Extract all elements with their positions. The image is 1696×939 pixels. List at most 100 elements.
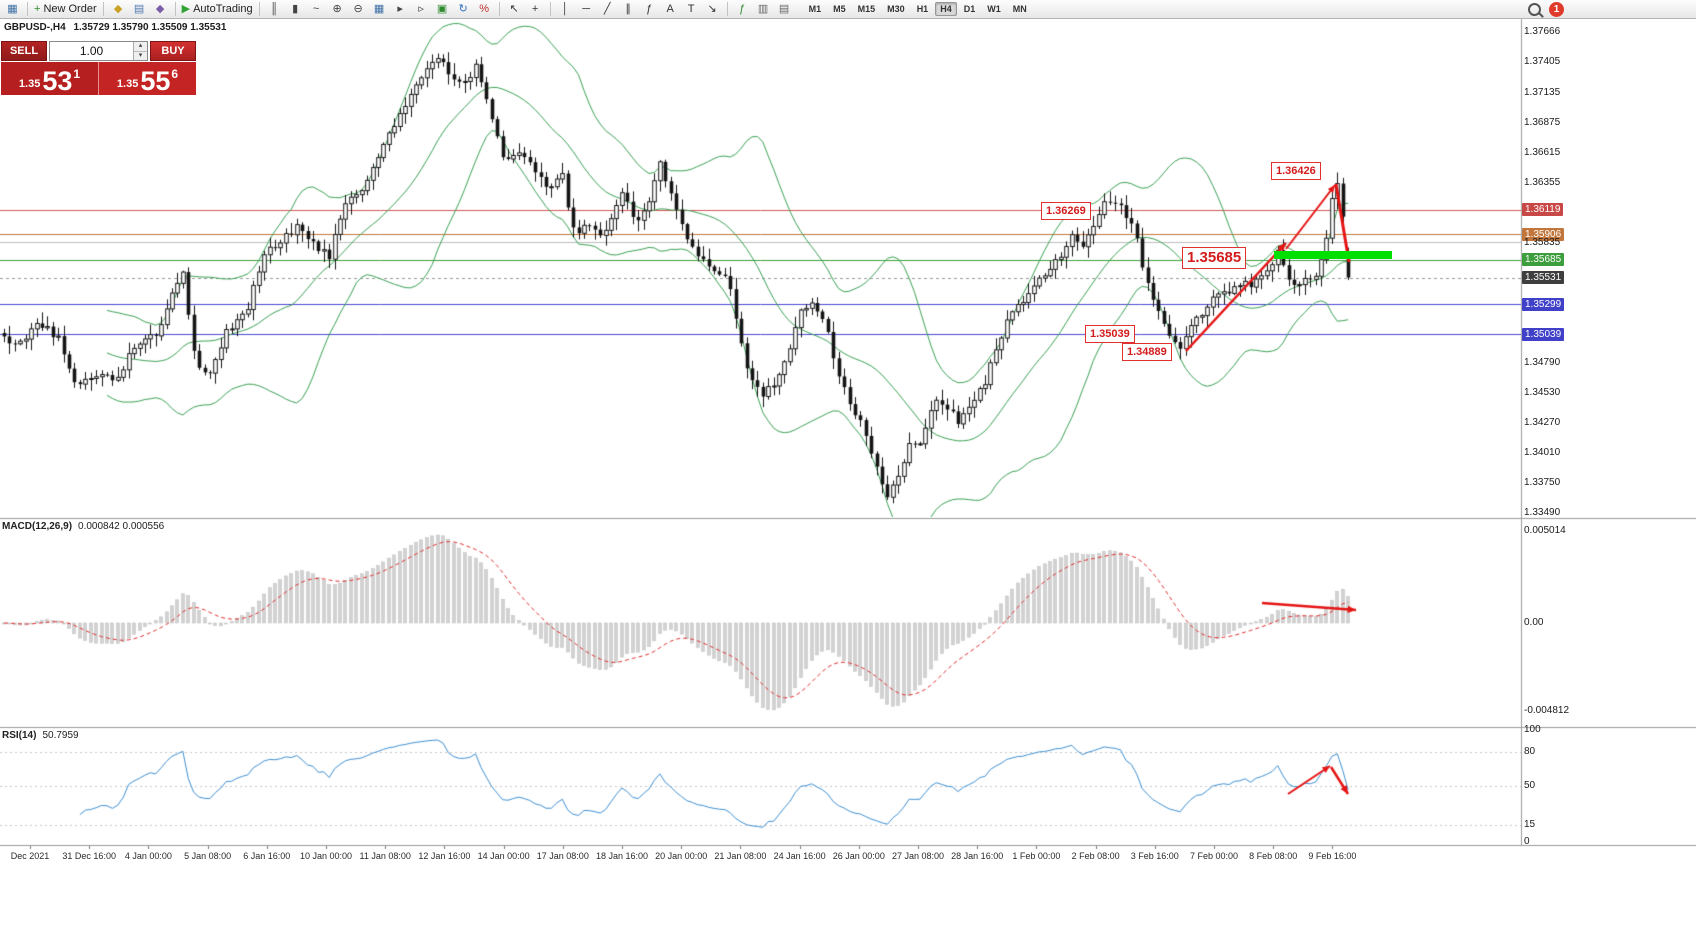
price-tick-label: 1.34530 — [1524, 387, 1561, 399]
price-tick-label: 1.36355 — [1524, 176, 1561, 188]
zoom-out-icon[interactable]: ⊖ — [349, 1, 368, 18]
volume-spinner: ▴ ▾ — [133, 42, 147, 60]
sell-price[interactable]: 1.35 53 1 — [1, 62, 99, 95]
time-axis-label: 27 Jan 08:00 — [891, 851, 945, 861]
time-axis-label: 1 Feb 00:00 — [1012, 851, 1061, 861]
price-annotation[interactable]: 1.34889 — [1122, 343, 1172, 361]
volume-field[interactable]: 1.00 ▴ ▾ — [49, 41, 148, 61]
line-chart-icon[interactable]: ~ — [307, 1, 326, 18]
timeframe-h1[interactable]: H1 — [916, 4, 929, 14]
arrows-tool-icon[interactable]: ↘ — [703, 1, 722, 18]
timeframe-h4[interactable]: H4 — [935, 2, 957, 16]
indicators-icon[interactable]: ƒ — [733, 1, 752, 18]
trendline-icon[interactable]: ╱ — [598, 1, 617, 18]
toolbar-separator — [258, 2, 260, 16]
text-icon[interactable]: A — [661, 1, 680, 18]
buy-price-point: 6 — [171, 67, 179, 81]
order-prices-row: 1.35 53 1 1.35 55 6 — [1, 62, 196, 95]
tile-windows-icon-glyph: ▦ — [373, 2, 385, 15]
channel-icon-glyph: ∥ — [625, 2, 631, 15]
autotrading-button[interactable]: ▶ AutoTrading — [181, 1, 254, 18]
timeframe-d1[interactable]: D1 — [963, 4, 976, 14]
price-annotation[interactable]: 1.36269 — [1041, 202, 1091, 220]
line-chart-icon-glyph: ~ — [312, 2, 320, 15]
crosshair-icon[interactable]: + — [526, 1, 545, 18]
rsi-axis-label: 0 — [1524, 836, 1530, 847]
highlight-rectangle[interactable] — [1274, 251, 1392, 259]
navigator-icon-glyph: ◆ — [155, 2, 165, 15]
bar-chart-icon-glyph: ║ — [270, 2, 279, 15]
one-click-trading-panel: SELL 1.00 ▴ ▾ BUY 1.35 53 1 1.35 55 6 — [1, 41, 196, 95]
text-label-icon[interactable]: T — [682, 1, 701, 18]
candlestick-chart-icon[interactable]: ▮ — [286, 1, 305, 18]
toolbar-separator — [174, 2, 176, 16]
sell-button[interactable]: SELL — [1, 41, 47, 61]
new-chart-icon[interactable]: ▦ — [3, 1, 22, 18]
toolbar-separator — [102, 2, 104, 16]
new-order-button[interactable]: + New Order — [33, 1, 98, 18]
sell-price-integer: 1.35 — [18, 78, 41, 90]
symbol-period-label: GBPUSD-,H4 — [4, 22, 66, 33]
notification-badge[interactable]: 1 — [1549, 1, 1564, 17]
horizontal-line-icon[interactable]: ─ — [577, 1, 596, 18]
volume-value[interactable]: 1.00 — [79, 44, 104, 58]
time-axis-label: 26 Jan 00:00 — [832, 851, 885, 861]
new-window-icon[interactable]: ▣ — [433, 1, 452, 18]
auto-scroll-icon[interactable]: ▸ — [391, 1, 410, 18]
price-level-label: 1.35685 — [1522, 253, 1565, 267]
tile-windows-icon[interactable]: ▦ — [370, 1, 389, 18]
buy-button[interactable]: BUY — [150, 41, 196, 61]
timeframe-mn[interactable]: MN — [1012, 4, 1027, 14]
navigator-icon[interactable]: ◆ — [151, 1, 170, 18]
templates-icon[interactable]: ▤ — [775, 1, 794, 18]
zoom-in-icon[interactable]: ⊕ — [328, 1, 347, 18]
price-annotation[interactable]: 1.35039 — [1085, 325, 1135, 343]
time-axis-label: 18 Jan 16:00 — [595, 851, 649, 861]
price-tick-label: 1.36875 — [1524, 116, 1561, 128]
channel-icon[interactable]: ∥ — [619, 1, 638, 18]
timeframe-m1[interactable]: M1 — [808, 4, 822, 14]
rsi-indicator-label: RSI(14) 50.7959 — [2, 730, 79, 741]
rsi-name: RSI(14) — [2, 730, 37, 741]
time-axis-label: 31 Dec 16:00 — [62, 851, 116, 861]
profit-percent-icon-glyph: % — [479, 2, 490, 15]
timeframe-m30[interactable]: M30 — [887, 4, 905, 14]
timeframe-m15[interactable]: M15 — [857, 4, 876, 14]
chart-header: GBPUSD-,H4 1.35729 1.35790 1.35509 1.355… — [4, 22, 231, 33]
vertical-line-icon[interactable]: │ — [556, 1, 575, 18]
buy-price-pips: 55 — [140, 66, 171, 96]
fibonacci-icon[interactable]: ƒ — [640, 1, 659, 18]
toolbar-separator — [27, 2, 28, 16]
zoom-in-icon-glyph: ⊕ — [332, 2, 342, 15]
bar-chart-icon[interactable]: ║ — [265, 1, 284, 18]
rsi-axis-label: 80 — [1524, 746, 1536, 758]
new-order-button-label: New Order — [43, 2, 97, 15]
sell-price-point: 1 — [73, 67, 81, 81]
new-window-icon-glyph: ▣ — [436, 2, 448, 15]
profit-percent-icon[interactable]: % — [475, 1, 494, 18]
price-tick-label: 1.34790 — [1524, 357, 1561, 369]
zoom-out-icon-glyph: ⊖ — [353, 2, 363, 15]
cursor-icon[interactable]: ↖ — [505, 1, 524, 18]
price-tick-label: 1.37405 — [1524, 55, 1561, 67]
timeframe-m5[interactable]: M5 — [833, 4, 846, 14]
rsi-axis-label: 100 — [1524, 724, 1541, 735]
buy-price[interactable]: 1.35 55 6 — [99, 62, 196, 95]
volume-decrease-button[interactable]: ▾ — [134, 51, 147, 60]
timeframe-w1[interactable]: W1 — [987, 4, 1001, 14]
refresh-icon[interactable]: ↻ — [454, 1, 473, 18]
chart-shift-icon[interactable]: ▹ — [412, 1, 431, 18]
cursor-icon-glyph: ↖ — [509, 2, 519, 15]
time-axis-label: 20 Jan 00:00 — [655, 851, 708, 861]
data-window-icon[interactable]: ▤ — [130, 1, 149, 18]
periods-icon[interactable]: ▥ — [754, 1, 773, 18]
market-watch-icon[interactable]: ◆ — [109, 1, 128, 18]
price-annotation[interactable]: 1.35685 — [1182, 247, 1247, 269]
volume-increase-button[interactable]: ▴ — [134, 42, 147, 52]
search-icon[interactable] — [1528, 2, 1541, 16]
timeframe-group: M1 M5 M15 M30 H1 H4 D1 W1 MN — [803, 2, 1033, 16]
price-annotation[interactable]: 1.36426 — [1271, 162, 1321, 180]
price-tick-label: 1.34270 — [1524, 417, 1561, 429]
text-icon-glyph: A — [666, 2, 674, 15]
